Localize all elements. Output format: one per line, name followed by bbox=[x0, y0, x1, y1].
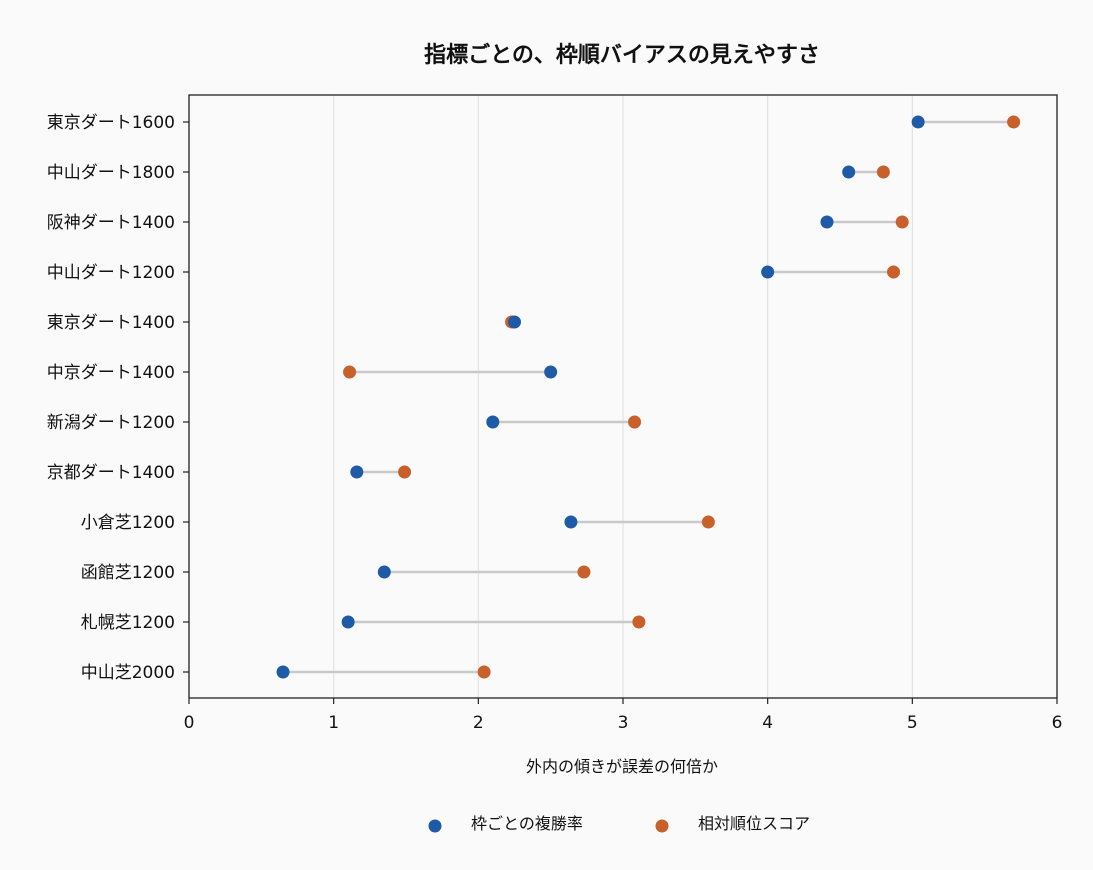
x-axis-label: 外内の傾きが誤差の何倍か bbox=[526, 757, 718, 776]
chart-title: 指標ごとの、枠順バイアスの見えやすさ bbox=[424, 42, 820, 68]
category-label: 阪神ダート1400 bbox=[47, 213, 175, 233]
x-axis-ticks: 0 1 2 3 4 5 6 bbox=[184, 698, 1063, 733]
category-label: 函館芝1200 bbox=[81, 563, 175, 583]
category-label: 東京ダート1400 bbox=[47, 313, 175, 333]
connector-lines bbox=[283, 120, 1014, 674]
point-relative-rank bbox=[577, 565, 591, 579]
point-place-rate bbox=[820, 215, 834, 229]
point-place-rate bbox=[564, 515, 578, 529]
category-label: 東京ダート1600 bbox=[47, 113, 175, 133]
point-place-rate bbox=[842, 165, 856, 179]
point-relative-rank bbox=[895, 215, 909, 229]
legend: 枠ごとの複勝率 相対順位スコア bbox=[428, 814, 810, 833]
point-place-rate bbox=[508, 315, 521, 329]
x-tick-label: 1 bbox=[328, 713, 339, 733]
y-axis-labels: 東京ダート1600 中山ダート1800 阪神ダート1400 中山ダート1200 東京ダー… bbox=[47, 113, 189, 683]
category-label: 中山ダート1200 bbox=[47, 263, 175, 283]
x-tick-label: 2 bbox=[473, 713, 484, 733]
point-place-rate bbox=[377, 565, 391, 579]
x-tick-label: 5 bbox=[907, 713, 918, 733]
data-points bbox=[276, 115, 1021, 679]
point-place-rate bbox=[486, 415, 500, 429]
point-place-rate bbox=[276, 665, 290, 679]
point-relative-rank bbox=[887, 265, 901, 279]
category-label: 中山芝2000 bbox=[81, 663, 175, 683]
point-place-rate bbox=[911, 115, 925, 129]
point-relative-rank bbox=[343, 365, 357, 379]
category-label: 中京ダート1400 bbox=[47, 363, 175, 383]
point-relative-rank bbox=[701, 515, 715, 529]
point-place-rate bbox=[761, 265, 775, 279]
legend-label: 相対順位スコア bbox=[698, 814, 810, 833]
point-relative-rank bbox=[876, 165, 890, 179]
category-label: 札幌芝1200 bbox=[81, 613, 175, 633]
point-relative-rank bbox=[628, 415, 642, 429]
grid-lines bbox=[188, 95, 1058, 698]
legend-marker bbox=[428, 819, 442, 833]
point-relative-rank bbox=[1007, 115, 1021, 129]
point-place-rate bbox=[350, 465, 364, 479]
x-tick-label: 6 bbox=[1052, 713, 1063, 733]
point-place-rate bbox=[341, 615, 355, 629]
x-tick-label: 0 bbox=[184, 713, 195, 733]
category-label: 小倉芝1200 bbox=[81, 513, 175, 533]
legend-label: 枠ごとの複勝率 bbox=[471, 814, 583, 833]
point-place-rate bbox=[544, 365, 558, 379]
x-tick-label: 4 bbox=[762, 713, 773, 733]
point-relative-rank bbox=[398, 465, 412, 479]
category-label: 京都ダート1400 bbox=[47, 463, 175, 483]
point-relative-rank bbox=[477, 665, 491, 679]
category-label: 新潟ダート1200 bbox=[47, 413, 175, 433]
legend-marker bbox=[655, 819, 669, 833]
point-relative-rank bbox=[632, 615, 646, 629]
x-tick-label: 3 bbox=[618, 713, 629, 733]
category-label: 中山ダート1800 bbox=[47, 163, 175, 183]
